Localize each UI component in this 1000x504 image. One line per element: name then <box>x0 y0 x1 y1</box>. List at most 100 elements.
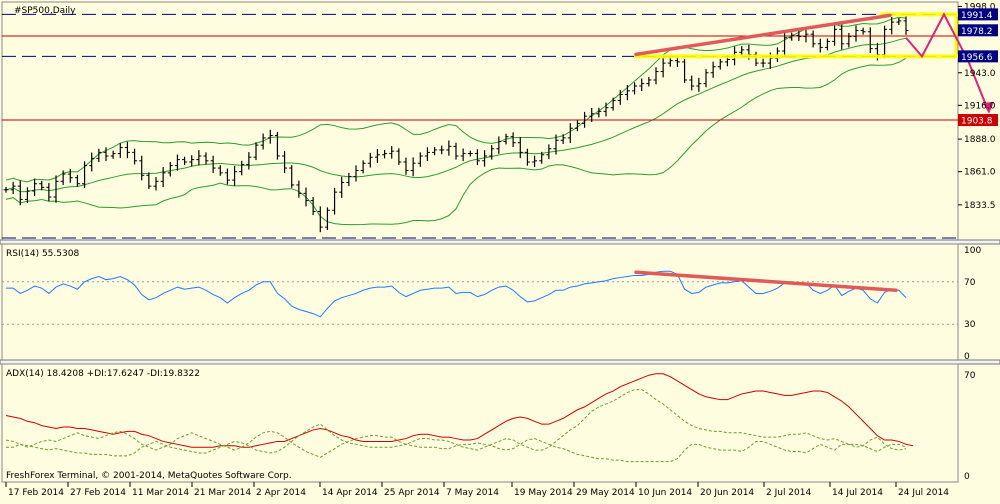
rsi-divergence-line <box>634 270 898 293</box>
ohlc-bar <box>796 31 802 41</box>
ohlc-bar <box>853 25 859 42</box>
ohlc-bar <box>567 123 573 143</box>
ohlc-bar <box>374 148 380 163</box>
ohlc-bar <box>346 172 352 187</box>
ohlc-bar <box>274 131 280 160</box>
ohlc-bar <box>717 59 723 70</box>
price-label: 1978.2 <box>961 27 993 37</box>
date-label: 29 May 2014 <box>576 488 635 498</box>
ohlc-bar <box>246 152 252 170</box>
adx-series-line <box>5 373 914 448</box>
ohlc-bar <box>610 97 616 111</box>
ohlc-bar <box>817 38 823 53</box>
ohlc-bar <box>310 196 316 216</box>
ohlc-bar <box>489 145 495 160</box>
price-tick-label: 1861.0 <box>964 168 996 178</box>
ohlc-bar <box>239 160 245 176</box>
ohlc-bar <box>889 17 895 35</box>
ohlc-bar <box>603 102 609 117</box>
ohlc-bar <box>596 107 602 118</box>
ohlc-bar <box>167 162 173 177</box>
ohlc-bar <box>82 161 88 189</box>
ohlc-bar <box>832 24 838 46</box>
ohlc-bar <box>296 180 302 198</box>
main-title: #SP500,Daily <box>14 6 76 16</box>
date-label: 19 May 2014 <box>514 488 573 498</box>
ohlc-bar <box>382 149 388 159</box>
ohlc-bar <box>132 148 138 165</box>
forecast-arrow-head <box>983 101 994 114</box>
ohlc-bar <box>146 172 152 190</box>
rsi-series <box>2 270 958 325</box>
ohlc-bar <box>53 175 59 203</box>
ohlc-bar <box>267 129 273 144</box>
ohlc-bar <box>96 148 102 163</box>
date-label: 11 Mar 2014 <box>132 488 189 498</box>
date-label: 25 Apr 2014 <box>384 488 440 498</box>
ohlc-bar <box>660 57 666 78</box>
ohlc-bar <box>539 151 545 164</box>
ohlc-bar <box>639 78 645 92</box>
ohlc-bar <box>396 148 402 165</box>
date-label: 2 Apr 2014 <box>256 488 306 498</box>
rsi-tick-label: 70 <box>964 278 976 288</box>
ohlc-bar <box>589 107 595 122</box>
ohlc-bar <box>24 187 30 204</box>
ohlc-bar <box>546 144 552 160</box>
price-tick-label: 1833.5 <box>964 201 996 211</box>
ohlc-bar <box>367 152 373 168</box>
ohlc-bar <box>696 77 702 92</box>
rsi-tick-label: 100 <box>964 246 981 256</box>
ohlc-bar <box>646 77 652 87</box>
ohlc-bar <box>682 59 688 83</box>
price-tick-label: 1943.0 <box>964 69 996 79</box>
ohlc-bar <box>432 147 438 156</box>
ohlc-bar <box>67 169 73 183</box>
bollinger-bands <box>5 16 907 226</box>
middle-band <box>5 37 907 193</box>
ohlc-bar <box>710 61 716 78</box>
ohlc-bar <box>317 206 323 233</box>
rsi-tick-label: 0 <box>964 352 970 362</box>
price-label-box <box>958 24 998 37</box>
pane-separator-1[interactable] <box>0 239 1000 245</box>
ohlc-bar <box>360 160 366 174</box>
ohlc-bar <box>332 187 338 215</box>
ohlc-bar <box>182 156 188 165</box>
ohlc-bar <box>32 178 38 197</box>
ohlc-bar <box>703 69 709 88</box>
ohlc-bar <box>496 136 502 154</box>
ohlc-bar <box>467 150 473 157</box>
ohlc-bar <box>789 32 795 41</box>
date-label: 2 Jul 2014 <box>766 488 811 498</box>
ohlc-bar <box>460 148 466 162</box>
ohlc-bar <box>232 165 238 186</box>
ohlc-bar <box>474 149 480 166</box>
ohlc-bar <box>446 140 452 156</box>
ohlc-bar <box>867 27 873 53</box>
ohlc-bar <box>839 23 845 50</box>
date-label: 17 Feb 2014 <box>8 488 64 498</box>
ohlc-bar <box>753 51 759 66</box>
ohlc-bar <box>810 30 816 48</box>
ohlc-bar <box>282 150 288 174</box>
ohlc-bar <box>553 134 559 155</box>
ohlc-bar <box>89 152 95 172</box>
ohlc-bar <box>803 28 809 43</box>
ohlc-bar <box>517 136 523 159</box>
ohlc-bar <box>139 155 145 181</box>
pane-separator-2[interactable] <box>0 359 1000 365</box>
ohlc-bar <box>110 150 116 159</box>
ohlc-bar <box>510 132 516 148</box>
adx-series-line <box>5 389 907 458</box>
forecast-arrow-path <box>905 12 989 111</box>
adx-tick-label: 0 <box>964 472 970 482</box>
rsi-tick-label: 30 <box>964 320 976 330</box>
ohlc-bar <box>260 133 266 150</box>
price-label-box <box>958 114 998 127</box>
ohlc-bar <box>217 165 223 176</box>
date-label: 27 Feb 2014 <box>70 488 126 498</box>
ohlc-bar <box>174 154 180 171</box>
ohlc-bar <box>532 155 538 168</box>
